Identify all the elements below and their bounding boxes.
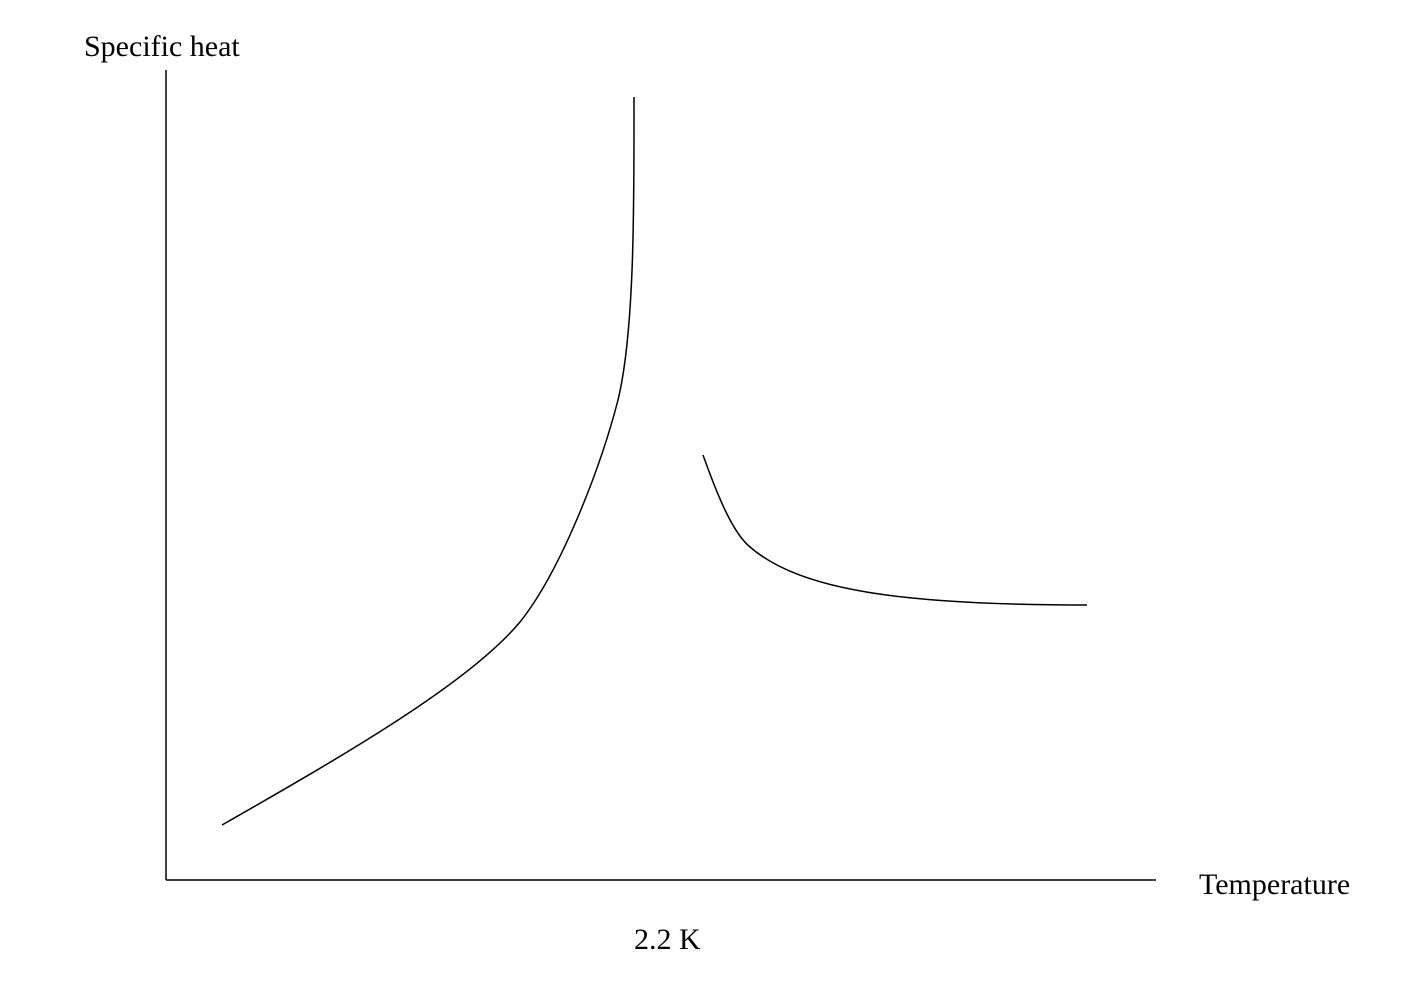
curve-above-transition	[702, 454, 1088, 606]
x-axis-label: Temperature	[1199, 868, 1350, 901]
y-axis-label: Specific heat	[84, 30, 240, 63]
transition-label: 2.2 K	[634, 923, 701, 956]
curve-below-transition	[221, 96, 635, 826]
